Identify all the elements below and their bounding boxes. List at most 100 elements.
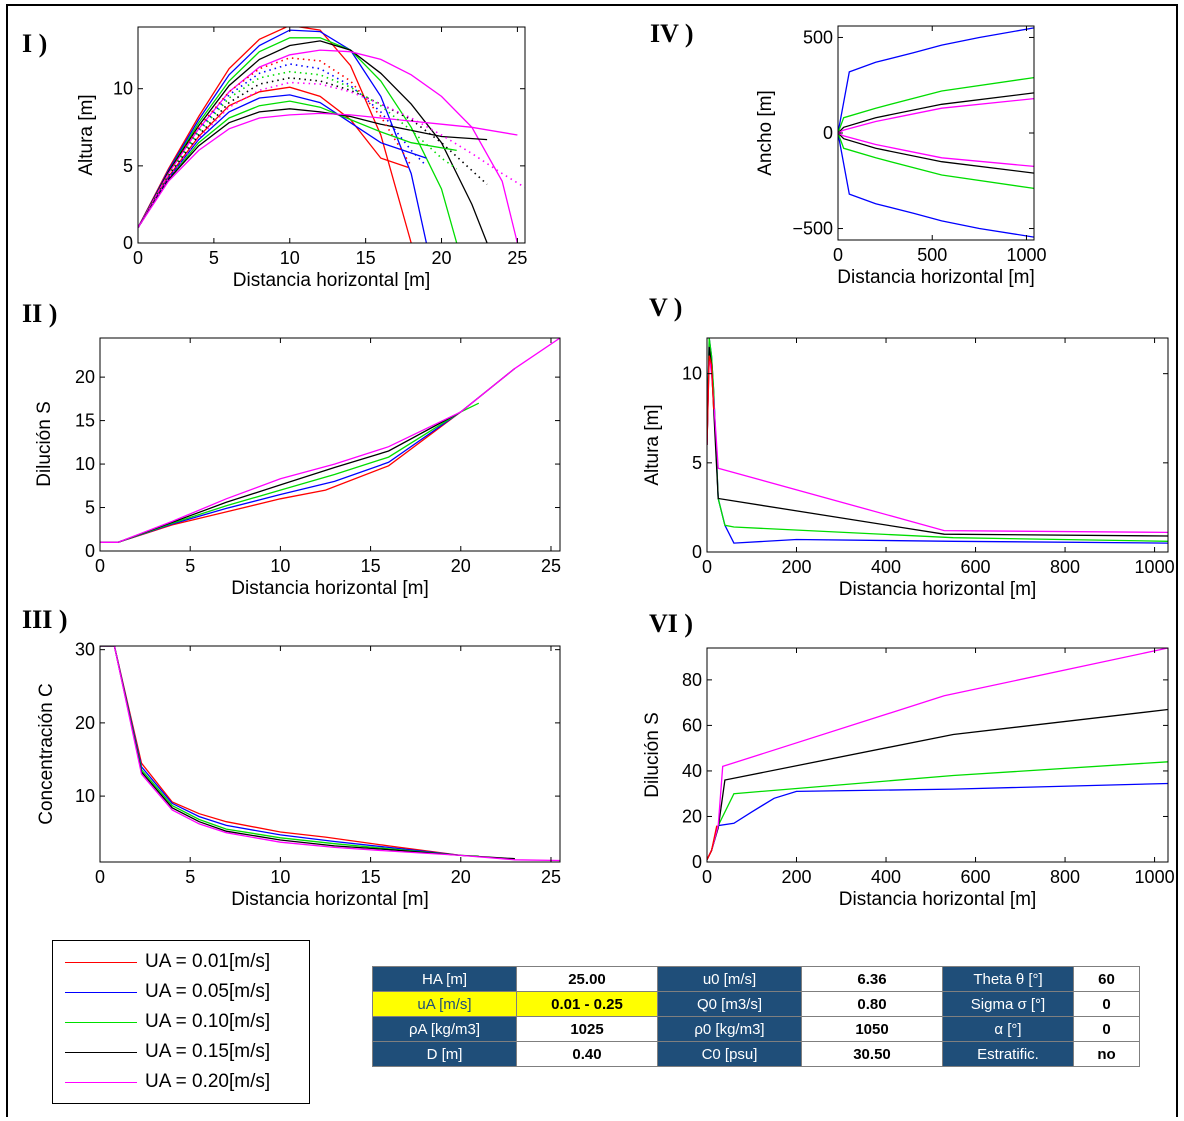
series-line-10 [138,112,518,228]
legend-item: UA = 0.10[m/s] [65,1009,305,1035]
y-tick-label: 20 [682,806,702,826]
series-line-9 [138,108,488,228]
param-name-cell: C0 [psu] [657,1041,802,1067]
param-name-cell: Sigma σ [°] [942,991,1074,1017]
param-value-cell: 0.01 - 0.25 [516,991,658,1017]
x-tick-label: 400 [871,867,901,887]
y-tick-label: 20 [75,367,95,387]
param-name-cell: uA [m/s] [372,991,517,1017]
param-value-cell: no [1073,1041,1140,1067]
y-tick-label: 5 [85,498,95,518]
series-line-1 [707,782,1168,860]
y-tick-label: 0 [123,233,133,253]
legend-swatch [65,1082,137,1083]
y-axis-label: Altura [m] [76,94,97,175]
legend-swatch [65,962,137,963]
series-line-4 [707,648,1168,860]
param-name-cell: Theta θ [°] [942,966,1074,992]
panel-label: II ) [22,299,57,328]
x-tick-label: 5 [185,867,195,887]
series-line-4 [707,355,1168,534]
y-axis-label: Dilución S [34,401,55,487]
legend-item: UA = 0.01[m/s] [65,949,305,975]
series-line-7 [838,97,1034,134]
x-tick-label: 15 [361,556,381,576]
series-line-14 [138,77,488,229]
x-tick-label: 0 [833,245,843,265]
series-line-2 [838,132,1034,238]
y-tick-label: 10 [75,786,95,806]
x-tick-label: 800 [1050,557,1080,577]
chart-panel-iii: 0 5 10 15 20 25 10 20 30 Distancia horizontal [m]… [22,605,561,910]
series-group [100,646,560,862]
param-value-cell: 0.40 [516,1041,658,1067]
legend-item: UA = 0.05[m/s] [65,979,305,1005]
x-tick-label: 500 [917,245,947,265]
y-tick-label: 80 [682,670,702,690]
legend-label: UA = 0.20[m/s] [145,1071,271,1092]
x-tick-label: 25 [541,556,561,576]
series-group [138,27,525,243]
legend-label: UA = 0.10[m/s] [145,1011,271,1032]
param-name-cell: Estratific. [942,1041,1074,1067]
x-tick-label: 600 [961,867,991,887]
x-tick-label: 200 [781,867,811,887]
y-tick-label: 0 [692,852,702,872]
series-line-5 [707,355,715,446]
x-axis-label: Distancia horizontal [m] [231,889,428,910]
x-tick-label: 200 [781,557,811,577]
param-value-cell: 1050 [801,1016,943,1042]
series-line-1 [707,338,1168,544]
y-tick-label: 0 [692,542,702,562]
y-tick-label: 0 [823,123,833,143]
param-value-cell: 30.50 [801,1041,943,1067]
legend-item: UA = 0.20[m/s] [65,1069,305,1095]
x-tick-label: 5 [209,248,219,268]
x-tick-label: 400 [871,557,901,577]
series-line-2 [100,411,462,543]
x-tick-label: 800 [1050,867,1080,887]
y-tick-label: 5 [692,453,702,473]
param-name-cell: ρ0 [kg/m3] [657,1016,802,1042]
x-tick-label: 20 [451,867,471,887]
x-axis-label: Distancia horizontal [m] [839,889,1036,910]
legend-swatch [65,1052,137,1053]
y-axis-label: Altura [m] [642,404,663,485]
y-tick-label: 10 [75,454,95,474]
y-tick-label: 15 [75,411,95,431]
series-line-1 [100,411,462,543]
series-line-2 [138,29,428,243]
x-axis-label: Distancia horizontal [m] [837,267,1034,288]
param-row: uA [m/s] 0.01 - 0.25 Q0 [m3/s] 0.80 Sigma σ … [372,991,1140,1017]
series-group [838,27,1034,238]
panel-label: I ) [22,29,47,58]
param-value-cell: 1025 [516,1016,658,1042]
axes-box [706,337,1169,553]
x-tick-label: 20 [432,248,452,268]
y-axis-label: Ancho [m] [755,90,776,176]
param-row: HA [m] 25.00 u0 [m/s] 6.36 Theta θ [°] 60 [372,966,1140,992]
x-tick-label: 15 [356,248,376,268]
series-line-4 [100,646,515,860]
chart-panel-v: 0 200 400 600 800 1000 0 5 10 Distancia horizonta… [642,293,1175,600]
x-tick-label: 0 [133,248,143,268]
panel-label: V ) [649,293,682,322]
series-line-15 [138,81,525,229]
x-tick-label: 0 [702,867,712,887]
series-line-1 [100,646,461,857]
figure-frame [6,4,1178,1117]
series-line-2 [100,646,461,857]
series-line-1 [838,27,1034,134]
x-tick-label: 20 [451,556,471,576]
x-tick-label: 25 [541,867,561,887]
x-tick-label: 1000 [1135,557,1175,577]
param-value-cell: 60 [1073,966,1140,992]
x-tick-label: 1000 [1135,867,1175,887]
legend-label: UA = 0.15[m/s] [145,1041,271,1062]
legend-swatch [65,1022,137,1023]
parameters-table: HA [m] 25.00 u0 [m/s] 6.36 Theta θ [°] 60 uA [… [372,966,1140,1067]
panel-label: IV ) [650,19,694,48]
x-tick-label: 0 [702,557,712,577]
axes-box [137,26,526,244]
